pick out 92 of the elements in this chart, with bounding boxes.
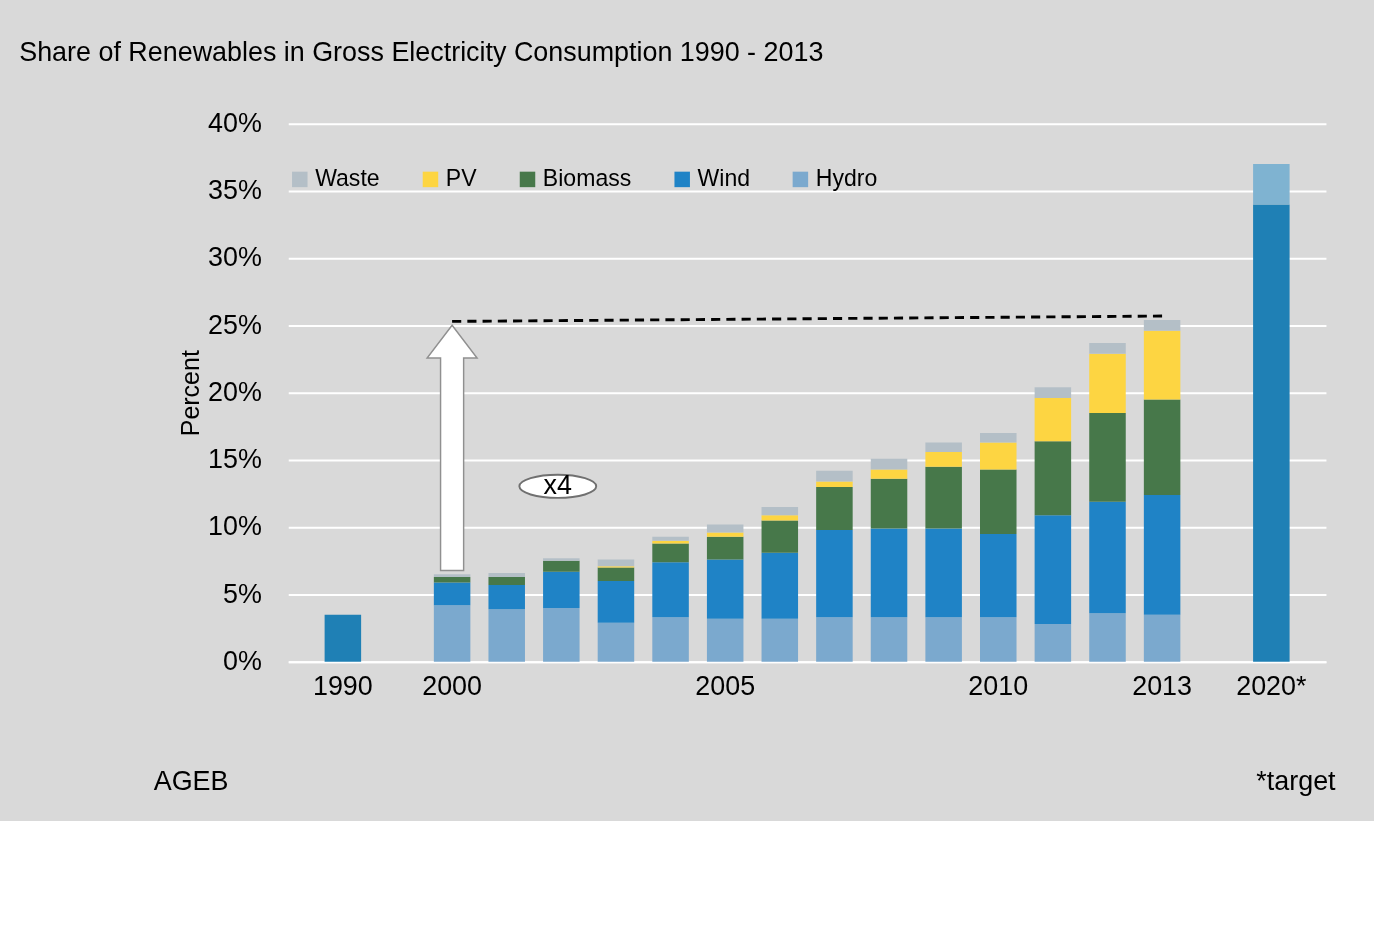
- bar: [652, 543, 689, 563]
- bar: [1143, 494, 1181, 615]
- bar: [543, 607, 580, 662]
- x-tick-label: 2005: [695, 670, 756, 701]
- y-tick-label: 5%: [222, 578, 262, 609]
- bar: [488, 609, 525, 662]
- x-tick-label: 1990: [312, 670, 373, 701]
- y-tick-label: 10%: [208, 511, 262, 542]
- bar: [816, 481, 853, 487]
- y-axis-title: Percent: [176, 350, 205, 437]
- x-tick-label: 2020*: [1236, 670, 1308, 701]
- bar: [761, 552, 799, 619]
- bar: [980, 533, 1017, 618]
- bar: [488, 577, 525, 586]
- legend-label: Biomass: [542, 165, 632, 192]
- bar: [324, 614, 362, 662]
- x-tick-label: 2000: [422, 670, 483, 701]
- bar: [1089, 342, 1126, 354]
- bar: [761, 507, 799, 516]
- bar: [761, 520, 799, 553]
- bar: [543, 560, 580, 572]
- y-tick-label: 20%: [208, 376, 262, 407]
- annotation: x4: [543, 470, 573, 500]
- bar: [761, 618, 799, 662]
- bar: [652, 617, 689, 662]
- bar: [543, 571, 580, 608]
- bar: [1034, 387, 1072, 399]
- chart-title: Share of Renewables in Gross Electricity Consumption 1990 - 2013: [19, 37, 824, 68]
- bar: [925, 466, 962, 529]
- bar: [1143, 320, 1181, 331]
- bar: [980, 442, 1017, 470]
- bar: [925, 528, 962, 618]
- bar: [488, 572, 525, 578]
- bar: [433, 605, 471, 662]
- bar: [925, 451, 962, 467]
- bar: [433, 577, 471, 583]
- bar: [597, 581, 635, 623]
- bar: [706, 536, 744, 560]
- legend-label: Hydro: [815, 165, 878, 192]
- bar: [925, 617, 962, 662]
- bar: [870, 478, 908, 529]
- bar: [870, 458, 908, 470]
- bar: [1253, 164, 1290, 205]
- bar: [980, 433, 1017, 443]
- bar: [1034, 398, 1072, 442]
- bar: [870, 617, 908, 662]
- bar: [652, 562, 689, 618]
- bar: [706, 524, 744, 533]
- bar: [706, 559, 744, 619]
- y-tick-label: 40%: [208, 107, 262, 138]
- bar: [1034, 515, 1072, 625]
- bar: [597, 567, 635, 582]
- bar: [1253, 204, 1290, 662]
- bar: [1089, 353, 1126, 413]
- x-tick-label: 2010: [968, 670, 1029, 701]
- bar: [980, 469, 1017, 534]
- text: AGEB: [153, 765, 229, 796]
- bar: [597, 622, 635, 662]
- legend-label: Waste: [315, 165, 380, 192]
- bar: [1143, 614, 1181, 662]
- bar: [1143, 330, 1181, 400]
- bar: [816, 617, 853, 662]
- bar: [816, 470, 853, 482]
- bar: [870, 528, 908, 618]
- legend-label: PV: [445, 165, 478, 192]
- y-tick-label: 35%: [208, 175, 262, 206]
- bar: [652, 536, 689, 541]
- y-tick-label: 15%: [208, 444, 262, 475]
- legend-label: Wind: [697, 165, 751, 192]
- bar: [1143, 399, 1181, 495]
- bar: [1034, 441, 1072, 516]
- bar: [488, 585, 525, 610]
- bar: [1034, 624, 1072, 662]
- bar: [706, 532, 744, 537]
- bar: [706, 618, 744, 662]
- y-tick-label: 0%: [222, 645, 262, 676]
- bar: [816, 486, 853, 530]
- bar: [761, 515, 799, 521]
- y-tick-label: 30%: [208, 242, 262, 273]
- x-tick-label: 2013: [1132, 670, 1193, 701]
- bar: [1089, 412, 1126, 502]
- bar: [925, 442, 962, 452]
- bar: [1089, 613, 1126, 662]
- bar: [433, 574, 471, 578]
- bar: [543, 558, 580, 561]
- bar: [870, 469, 908, 479]
- bar: [1089, 501, 1126, 614]
- bar: [816, 529, 853, 618]
- y-tick-label: 25%: [208, 309, 262, 340]
- text: *target: [1256, 765, 1337, 796]
- bar: [433, 582, 471, 606]
- bar: [980, 617, 1017, 662]
